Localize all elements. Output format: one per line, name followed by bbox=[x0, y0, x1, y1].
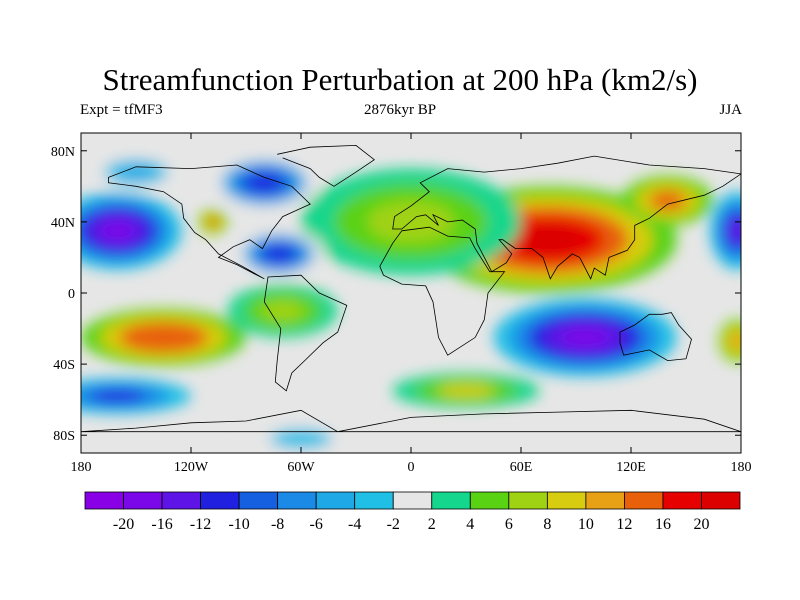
lon-label: 180 bbox=[731, 460, 752, 475]
colorbar-swatch bbox=[701, 491, 741, 510]
colorbar-label: 16 bbox=[655, 516, 671, 533]
colorbar-label: -10 bbox=[228, 516, 249, 533]
contour-region bbox=[729, 218, 741, 243]
contour-region bbox=[562, 327, 608, 348]
colorbar-swatch bbox=[508, 491, 548, 510]
colorbar-swatch bbox=[123, 491, 163, 510]
colorbar-swatch bbox=[585, 491, 625, 510]
contour-region bbox=[337, 424, 705, 446]
figure-title: Streamfunction Perturbation at 200 hPa (… bbox=[102, 62, 698, 97]
colorbar-swatch bbox=[84, 491, 124, 510]
time-label: 2876kyr BP bbox=[363, 102, 437, 118]
colorbar-label: -2 bbox=[387, 516, 400, 533]
contour-region bbox=[269, 428, 333, 449]
contour-region bbox=[265, 246, 293, 262]
coastline bbox=[379, 226, 506, 356]
coastline bbox=[277, 144, 375, 187]
lon-label: 120E bbox=[616, 460, 646, 475]
colorbar-swatch bbox=[200, 491, 240, 510]
colorbar-label: -4 bbox=[348, 516, 361, 533]
season-label: JJA bbox=[719, 102, 742, 118]
contour-region bbox=[138, 328, 189, 347]
colorbar-label: -20 bbox=[113, 516, 134, 533]
contour-region bbox=[367, 200, 455, 243]
map-plot-area bbox=[81, 133, 741, 453]
contour-region bbox=[437, 383, 495, 398]
lat-label: 0 bbox=[68, 287, 75, 302]
colorbar-swatch bbox=[392, 491, 433, 510]
colorbar-label: 10 bbox=[578, 516, 594, 533]
contour-region bbox=[517, 226, 580, 253]
coastline bbox=[392, 155, 741, 280]
colorbar-label: 2 bbox=[428, 516, 436, 533]
lon-label: 120W bbox=[174, 460, 209, 475]
coastline bbox=[619, 312, 692, 362]
colorbar-swatch bbox=[662, 491, 702, 510]
contour-region bbox=[101, 221, 134, 241]
colorbar-label: 4 bbox=[466, 516, 474, 533]
colorbar-label: -6 bbox=[310, 516, 323, 533]
lon-label: 0 bbox=[408, 460, 415, 475]
coastlines bbox=[81, 144, 741, 433]
coastline bbox=[263, 274, 348, 392]
contour-region bbox=[88, 389, 147, 404]
colorbar-swatch bbox=[315, 491, 356, 510]
coastline bbox=[108, 164, 311, 280]
colorbar-label: -16 bbox=[151, 516, 172, 533]
lon-label: 60W bbox=[287, 460, 315, 475]
colorbar-swatch bbox=[161, 491, 201, 510]
contour-region bbox=[649, 190, 686, 211]
contour-region bbox=[247, 174, 281, 192]
colorbar-label: 8 bbox=[543, 516, 551, 533]
colorbar-swatch bbox=[431, 491, 471, 510]
contour-region bbox=[261, 300, 305, 322]
lat-label: 40S bbox=[53, 358, 75, 373]
coastline bbox=[81, 409, 741, 433]
colorbar-label: -8 bbox=[271, 516, 284, 533]
colorbar-swatch bbox=[469, 491, 510, 510]
colorbar: -20 -16 -12 -10 -8 -6 -4 -2 2 4 6 8 10 12 16 20 bbox=[84, 491, 741, 533]
colorbar-label: -12 bbox=[190, 516, 211, 533]
contour-region bbox=[730, 332, 741, 350]
axis-ticks: 80N 40N 0 40S 80S 180 120W 60W 0 60E 120E 180 bbox=[51, 133, 752, 475]
contour-region bbox=[207, 216, 219, 227]
colorbar-swatch bbox=[354, 491, 394, 510]
colorbar-label: 6 bbox=[505, 516, 513, 533]
colorbar-swatch bbox=[546, 491, 587, 510]
lat-label: 40N bbox=[51, 216, 75, 231]
streamfunction-field bbox=[81, 154, 741, 453]
colorbar-swatch bbox=[277, 491, 317, 510]
lon-label: 180 bbox=[71, 460, 92, 475]
colorbar-label: 12 bbox=[616, 516, 632, 533]
colorbar-swatch bbox=[238, 491, 279, 510]
colorbar-swatch bbox=[624, 491, 664, 510]
lat-label: 80N bbox=[51, 145, 75, 160]
contour-region bbox=[117, 165, 155, 180]
colorbar-label: 20 bbox=[693, 516, 709, 533]
experiment-label: Expt = tfMF3 bbox=[80, 102, 163, 118]
lat-label: 80S bbox=[53, 429, 75, 444]
lon-label: 60E bbox=[510, 460, 533, 475]
